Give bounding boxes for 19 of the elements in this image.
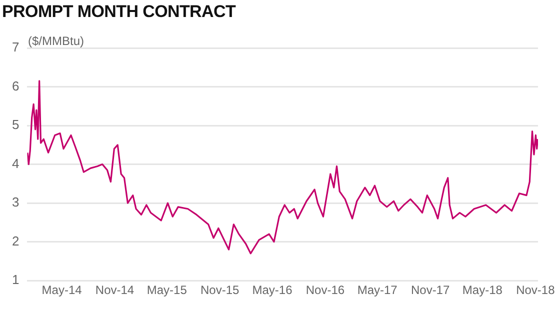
x-tick-label: May-17 — [357, 283, 398, 298]
x-tick-label: Nov-18 — [516, 283, 556, 298]
x-tick-label: May-18 — [462, 283, 503, 298]
y-tick-label: 3 — [12, 194, 20, 210]
x-tick-label: May-16 — [252, 283, 293, 298]
chart-title: PROMPT MONTH CONTRACT — [2, 2, 236, 22]
x-tick-label: Nov-16 — [306, 283, 345, 298]
x-tick-label: May-14 — [42, 283, 82, 298]
x-tick-label: Nov-14 — [95, 283, 134, 298]
y-tick-label: 7 — [12, 40, 20, 55]
x-tick-label: Nov-15 — [200, 283, 240, 298]
y-tick-label: 4 — [12, 156, 20, 171]
y-tick-label: 6 — [12, 78, 20, 94]
x-tick-label: May-15 — [146, 283, 188, 298]
y-tick-label: 5 — [12, 117, 20, 132]
y-tick-label: 2 — [12, 233, 20, 248]
y-axis-title: ($/MMBtu) — [28, 34, 84, 48]
x-tick-label: Nov-17 — [410, 283, 450, 298]
y-tick-label: 1 — [12, 272, 20, 288]
